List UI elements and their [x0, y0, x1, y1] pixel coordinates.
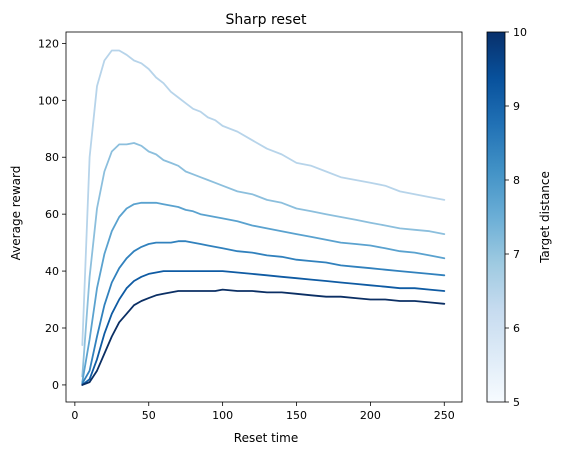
series-line-distance-8 — [81, 240, 446, 385]
colorbar-ticks: 5 6 7 8 9 10 — [505, 26, 527, 409]
axes-layer: 0 50 100 150 200 250 0 20 40 60 80 100 120 — [38, 31, 463, 422]
y-axis-label: Average reward — [9, 166, 23, 261]
x-tick-label: 50 — [142, 409, 156, 422]
colorbar-tick-label: 8 — [513, 174, 520, 187]
x-tick-label: 150 — [286, 409, 307, 422]
series-line-distance-10 — [81, 288, 446, 386]
x-tick-label: 250 — [434, 409, 455, 422]
x-tick-label: 100 — [212, 409, 233, 422]
series-line-distance-5 — [81, 49, 446, 346]
y-tick-label: 100 — [38, 94, 59, 107]
y-tick-label: 80 — [45, 151, 59, 164]
colorbar-gradient — [486, 31, 506, 403]
chart-title: Sharp reset — [226, 12, 307, 28]
plot-frame — [65, 31, 463, 403]
x-tick-label: 0 — [71, 409, 78, 422]
colorbar-tick-label: 6 — [513, 322, 520, 335]
colorbar-tick-label: 7 — [513, 248, 520, 261]
y-tick-label: 40 — [45, 265, 59, 278]
colorbar-tick-label: 9 — [513, 100, 520, 113]
colorbar-label: Target distance — [538, 171, 552, 264]
colorbar-tick-label: 5 — [513, 396, 520, 409]
series-line-distance-9 — [81, 270, 446, 386]
x-axis-label: Reset time — [234, 431, 298, 445]
y-tick-label: 120 — [38, 37, 59, 50]
y-tick-label: 20 — [45, 322, 59, 335]
y-tick-label: 60 — [45, 208, 59, 221]
colorbar-tick-label: 10 — [513, 26, 527, 39]
colorbar: 5 6 7 8 9 10 Target distance — [486, 26, 552, 409]
series-line-distance-7 — [81, 201, 446, 383]
y-tick-label: 0 — [52, 379, 59, 392]
series-line-distance-6 — [81, 142, 446, 378]
x-tick-label: 200 — [360, 409, 381, 422]
series-layer — [81, 49, 446, 386]
